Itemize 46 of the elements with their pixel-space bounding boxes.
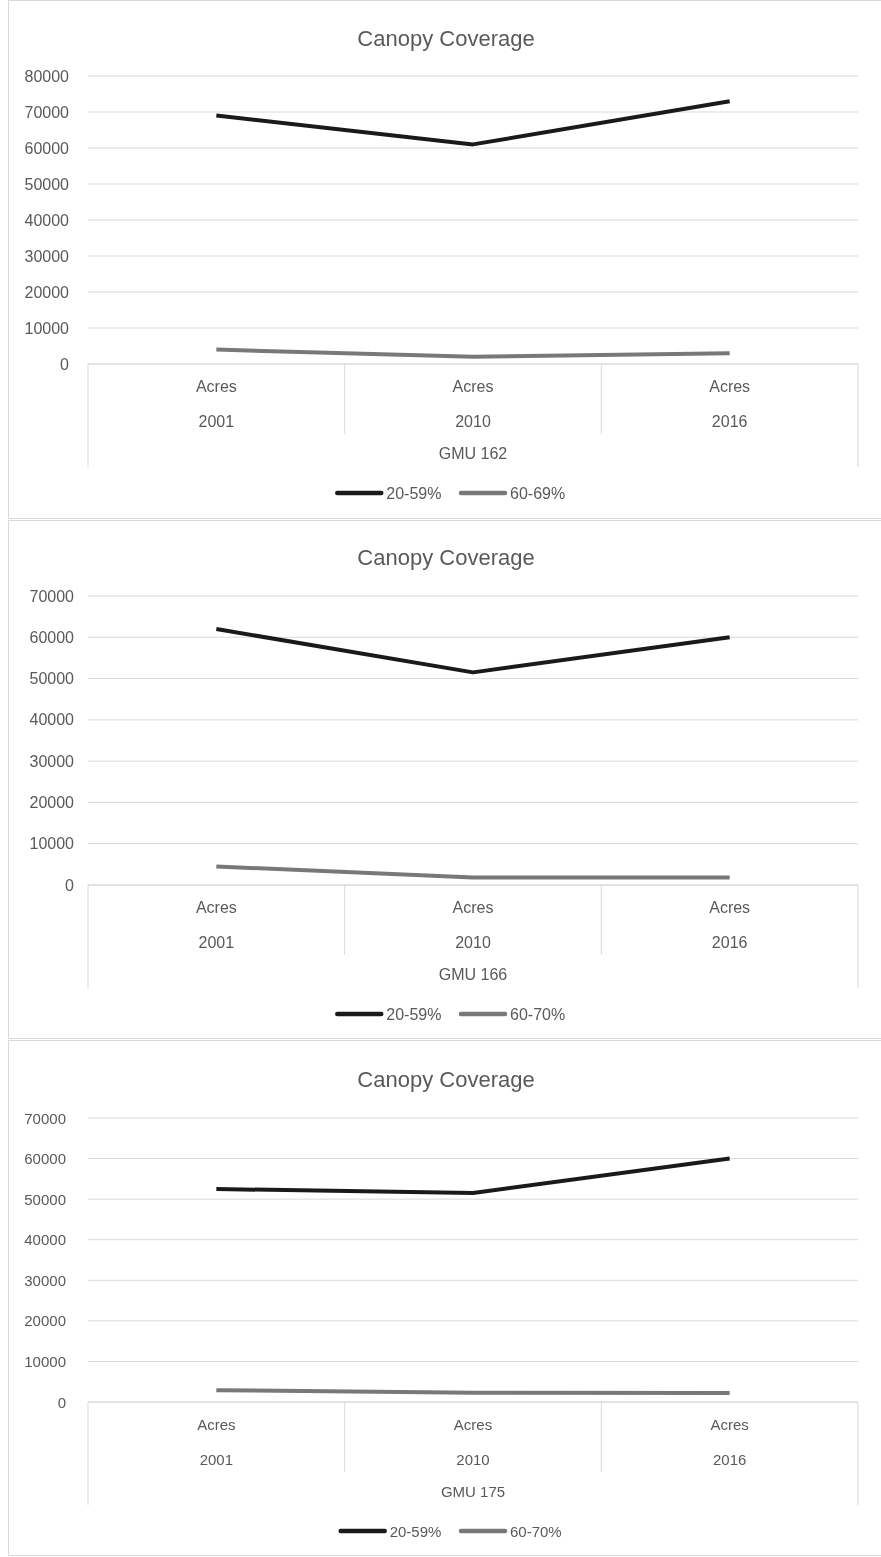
category-label: Acres 2010 xyxy=(453,1415,493,1468)
y-tick-label: 30000 xyxy=(24,247,70,265)
y-tick-label: 10000 xyxy=(24,319,70,337)
y-tick-label: 70000 xyxy=(24,1109,66,1127)
y-tick-label: 60000 xyxy=(29,628,75,646)
legend-label: 20-59% xyxy=(389,1522,442,1540)
y-tick-label: 10000 xyxy=(29,835,75,853)
chart-title: Canopy Coverage xyxy=(357,25,535,51)
legend-label: 60-69% xyxy=(510,484,566,502)
legend-label: 60-70% xyxy=(510,1522,562,1540)
y-tick-label: 40000 xyxy=(24,211,70,229)
x-tick-label: Acres 2001 xyxy=(195,377,237,430)
y-tick-label: 60000 xyxy=(24,1150,66,1168)
category-label: Acres 2016 xyxy=(710,1415,749,1468)
y-tick-label: 50000 xyxy=(24,1190,66,1208)
x-tick-label: Acres 2001 xyxy=(195,898,237,951)
x-tick-label: Acres 2010 xyxy=(452,377,494,430)
x-axis-title: GMU 166 xyxy=(438,965,508,983)
y-tick-label: 20000 xyxy=(24,283,70,301)
y-tick-label: 50000 xyxy=(29,670,75,688)
y-tick-label: 30000 xyxy=(29,752,75,770)
y-tick-label: 0 xyxy=(60,355,70,373)
y-tick-label: 0 xyxy=(57,1393,66,1411)
legend-label: 20-59% xyxy=(386,484,442,502)
y-tick-label: 60000 xyxy=(24,139,70,157)
y-tick-label: 80000 xyxy=(24,67,70,85)
legend-label: 20-59% xyxy=(386,1005,442,1023)
x-tick-label: Acres 2010 xyxy=(452,898,494,951)
x-axis-title: GMU 175 xyxy=(440,1482,506,1500)
x-tick-label: Acres 2016 xyxy=(709,377,751,430)
chart-title: Canopy Coverage xyxy=(357,544,535,570)
x-tick-label: Acres 2016 xyxy=(709,898,751,951)
y-tick-label: 10000 xyxy=(24,1352,66,1370)
legend-label: 60-70% xyxy=(510,1005,566,1023)
y-tick-label: 20000 xyxy=(24,1312,66,1330)
category-label: Acres 2001 xyxy=(197,1415,236,1468)
y-tick-label: 30000 xyxy=(24,1271,66,1289)
y-tick-label: 0 xyxy=(65,876,75,894)
y-tick-label: 70000 xyxy=(24,103,70,121)
x-axis-title: GMU 162 xyxy=(438,444,508,462)
chart-title: Canopy Coverage xyxy=(357,1066,535,1092)
y-tick-label: 50000 xyxy=(24,175,70,193)
y-tick-label: 20000 xyxy=(29,793,75,811)
y-tick-label: 40000 xyxy=(29,711,75,729)
y-tick-label: 40000 xyxy=(24,1231,66,1249)
y-tick-label: 70000 xyxy=(29,587,75,605)
